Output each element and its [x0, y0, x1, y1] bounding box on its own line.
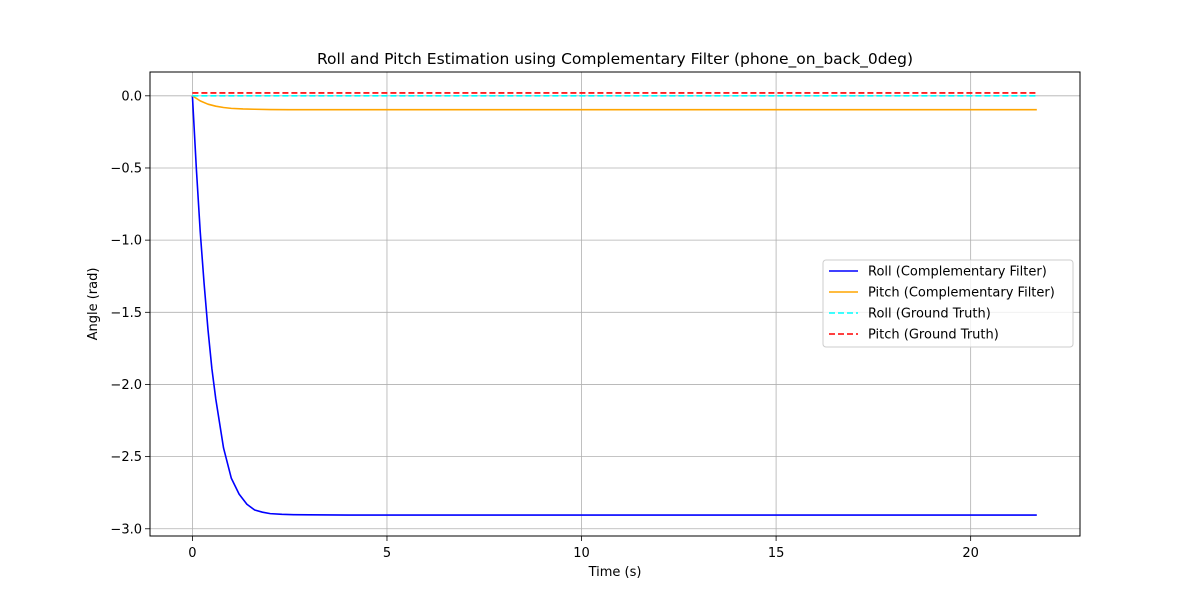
y-tick-label: −2.0 — [110, 378, 142, 393]
y-tick-label: −0.5 — [110, 161, 142, 176]
legend-label: Pitch (Complementary Filter) — [868, 286, 1055, 301]
plot-series — [191, 92, 1037, 516]
series-line — [191, 95, 1037, 111]
x-tick-label: 5 — [383, 546, 391, 561]
legend-label: Roll (Complementary Filter) — [868, 265, 1047, 280]
y-tick-label: 0.0 — [121, 89, 142, 104]
plot-frame — [149, 71, 1081, 537]
series-line — [191, 95, 1037, 516]
legend-box — [822, 259, 1074, 348]
chart-title: Roll and Pitch Estimation using Compleme… — [317, 50, 913, 69]
legend-label: Roll (Ground Truth) — [868, 307, 991, 322]
y-tick-label: −1.5 — [110, 306, 142, 321]
x-tick-label: 10 — [573, 546, 590, 561]
x-tick-label: 15 — [768, 546, 785, 561]
grid-lines — [150, 72, 1080, 536]
x-tick-label: 20 — [962, 546, 979, 561]
y-tick-label: −1.0 — [110, 234, 142, 249]
legend: Roll (Complementary Filter) Pitch (Comple… — [822, 259, 1074, 348]
y-tick-label: −3.0 — [110, 522, 142, 537]
y-axis-title: Angle (rad) — [86, 268, 101, 341]
y-tick-label: −2.5 — [110, 450, 142, 465]
x-axis-title: Time (s) — [588, 565, 642, 580]
legend-label: Pitch (Ground Truth) — [868, 328, 999, 343]
x-tick-label: 0 — [188, 546, 196, 561]
axis-ticks: 0 5 10 15 20 0.0 −0.5 −1.0 −1.5 −2.0 −2.5 −3.0 — [110, 89, 979, 561]
